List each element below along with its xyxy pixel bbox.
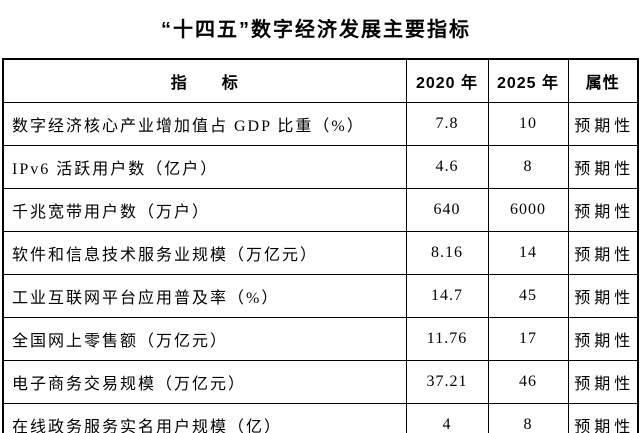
indicator-cell: 工业互联网平台应用普及率（%）: [2, 274, 407, 318]
indicator-cell: 在线政务服务实名用户规模（亿）: [2, 403, 407, 433]
value-2020-cell: 640: [405, 188, 489, 232]
header-attribute: 属性: [567, 58, 639, 103]
value-2025-cell: 8: [487, 145, 569, 189]
table-row: 全国网上零售额（万亿元） 11.76 17 预期性: [2, 317, 639, 361]
attribute-cell: 预期性: [567, 360, 639, 404]
indicator-cell: 电子商务交易规模（万亿元）: [2, 360, 407, 404]
value-2020-cell: 14.7: [405, 274, 489, 318]
attribute-cell: 预期性: [567, 102, 639, 146]
table-row: IPv6 活跃用户数（亿户） 4.6 8 预期性: [2, 145, 639, 189]
indicator-cell: 千兆宽带用户数（万户）: [2, 188, 407, 232]
value-2025-cell: 46: [487, 360, 569, 404]
value-2025-cell: 10: [487, 102, 569, 146]
indicator-cell: 软件和信息技术服务业规模（万亿元）: [2, 231, 407, 275]
indicator-cell: 全国网上零售额（万亿元）: [2, 317, 407, 361]
indicator-cell: 数字经济核心产业增加值占 GDP 比重（%）: [2, 102, 407, 146]
header-2025: 2025 年: [487, 58, 569, 103]
value-2020-cell: 11.76: [405, 317, 489, 361]
table-row: 电子商务交易规模（万亿元） 37.21 46 预期性: [2, 360, 639, 404]
value-2020-cell: 37.21: [405, 360, 489, 404]
attribute-cell: 预期性: [567, 403, 639, 433]
value-2025-cell: 17: [487, 317, 569, 361]
indicator-cell: IPv6 活跃用户数（亿户）: [2, 145, 407, 189]
table-row: 在线政务服务实名用户规模（亿） 4 8 预期性: [2, 403, 639, 433]
indicators-table: 指 标 2020 年 2025 年 属性 数字经济核心产业增加值占 GDP 比重…: [2, 58, 639, 433]
attribute-cell: 预期性: [567, 317, 639, 361]
value-2020-cell: 7.8: [405, 102, 489, 146]
value-2020-cell: 4.6: [405, 145, 489, 189]
value-2025-cell: 8: [487, 403, 569, 433]
table-row: 数字经济核心产业增加值占 GDP 比重（%） 7.8 10 预期性: [2, 102, 639, 146]
attribute-cell: 预期性: [567, 145, 639, 189]
value-2025-cell: 6000: [487, 188, 569, 232]
table-body: 数字经济核心产业增加值占 GDP 比重（%） 7.8 10 预期性 IPv6 活跃用户数…: [2, 102, 639, 433]
page-title: “十四五”数字经济发展主要指标: [161, 19, 471, 41]
header-2020: 2020 年: [405, 58, 489, 103]
value-2020-cell: 4: [405, 403, 489, 433]
value-2025-cell: 14: [487, 231, 569, 275]
table-row: 千兆宽带用户数（万户） 640 6000 预期性: [2, 188, 639, 232]
header-indicator: 指 标: [2, 58, 407, 103]
attribute-cell: 预期性: [567, 188, 639, 232]
table-row: 软件和信息技术服务业规模（万亿元） 8.16 14 预期性: [2, 231, 639, 275]
attribute-cell: 预期性: [567, 274, 639, 318]
value-2020-cell: 8.16: [405, 231, 489, 275]
value-2025-cell: 45: [487, 274, 569, 318]
header-row: 指 标 2020 年 2025 年 属性: [2, 58, 639, 103]
attribute-cell: 预期性: [567, 231, 639, 275]
table-row: 工业互联网平台应用普及率（%） 14.7 45 预期性: [2, 274, 639, 318]
